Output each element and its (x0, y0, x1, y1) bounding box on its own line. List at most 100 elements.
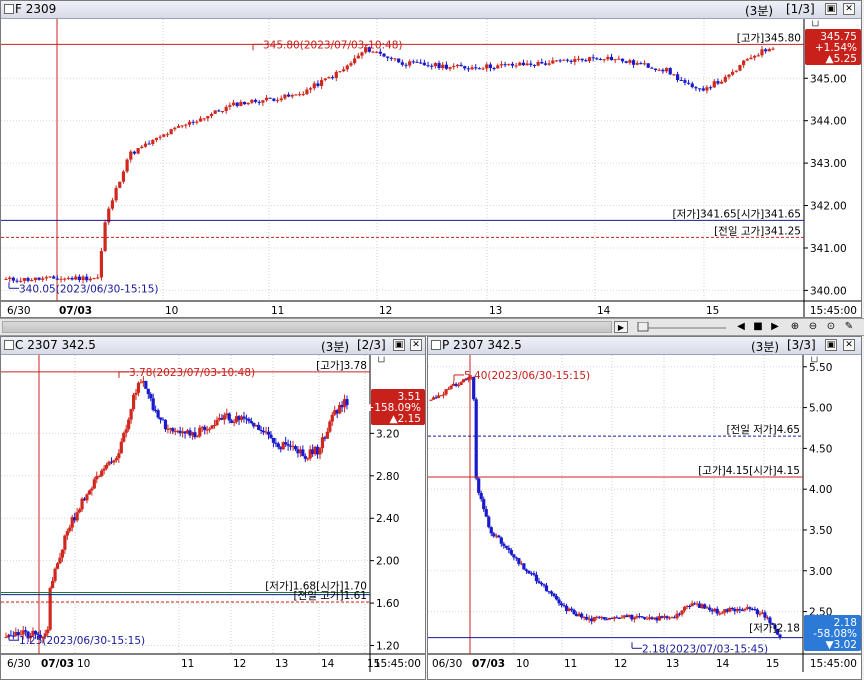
candle-body (44, 277, 48, 279)
candle-body (119, 441, 123, 454)
period-label: (3분) (321, 340, 350, 354)
candle-body (306, 458, 310, 460)
candle-body (97, 476, 101, 478)
candle-body (731, 71, 735, 75)
candle-body (364, 47, 368, 53)
candle-body (576, 58, 581, 60)
scroll-play-icon[interactable]: ▶ (771, 321, 779, 332)
candle-body (551, 60, 555, 64)
candle-body (242, 416, 246, 419)
panel-checkbox[interactable] (431, 340, 441, 350)
panel-checkbox[interactable] (4, 4, 14, 14)
candle-body (477, 68, 482, 70)
candle-body (102, 468, 106, 471)
candle-body (87, 490, 92, 495)
close-icon[interactable]: ✕ (410, 339, 422, 351)
candle-body (100, 470, 104, 477)
candle-body (602, 59, 606, 61)
panel-titlebar[interactable]: F 2309 (3분) [1/3] ▣ ✕ (1, 1, 861, 19)
panel-titlebar[interactable]: P 2307 342.5 (3분) [3/3] ▣ ✕ (428, 337, 861, 355)
candle-body (472, 376, 476, 400)
panel-titlebar[interactable]: C 2307 342.5 (3분) [2/3] ▣ ✕ (1, 337, 425, 355)
zoom-out-icon[interactable]: ⊖ (808, 321, 818, 332)
candle-body (524, 569, 529, 571)
candle-body (335, 410, 339, 414)
high-open-label: [고가]4.15[시가]4.15 (698, 465, 800, 477)
candle-body (627, 614, 631, 618)
candle-body (92, 479, 96, 489)
candle-body (547, 591, 551, 593)
candle-body (43, 633, 47, 637)
current-price: 345.75 (820, 31, 857, 43)
y-tick-label: 4.00 (809, 484, 832, 496)
zoom-slider[interactable] (636, 322, 728, 332)
candle-body (492, 533, 496, 537)
scroll-left-icon[interactable]: ◀ (737, 321, 745, 332)
zoom-reset-icon[interactable]: ⊙ (826, 321, 836, 332)
candle-body (230, 420, 234, 424)
candle-body (188, 430, 192, 436)
candle-body (36, 634, 40, 636)
y-tick-label: 344.00 (810, 116, 847, 128)
put-option-chart-panel[interactable]: P 2307 342.5 (3분) [3/3] ▣ ✕ 06/30 07/03 10… (427, 336, 862, 680)
scroll-right-arrow-icon[interactable]: ▶ (614, 321, 628, 333)
candle-body (565, 59, 570, 61)
candle-body (275, 100, 280, 102)
y-tick-label: 1.20 (376, 641, 399, 653)
horizontal-scrollbar[interactable] (2, 321, 612, 333)
candle-body (168, 428, 172, 430)
low-open-label: [저가]1.68[시가]1.70 (265, 580, 367, 592)
put-candlestick-chart[interactable]: 06/30 07/03 10 11 12 13 14 15 15:45:00 5.50 5.00 4.… (428, 355, 862, 680)
candle-body (382, 53, 386, 57)
candle-body (716, 81, 720, 84)
stop-icon[interactable]: ■ (753, 321, 763, 332)
window-restore-icon[interactable]: ▣ (393, 339, 405, 351)
x-tick-label: 13 (489, 305, 502, 317)
period-label: (3분) (751, 340, 780, 354)
candle-body (745, 59, 749, 61)
candle-body (136, 382, 141, 393)
candle-body (433, 63, 437, 67)
candle-body (529, 63, 533, 65)
candle-body (173, 431, 177, 433)
candle-body (755, 609, 760, 615)
candle-body (562, 605, 566, 607)
candle-body (622, 615, 626, 618)
candle-body (446, 388, 451, 390)
y-tick-label: 341.00 (810, 243, 847, 255)
candle-body (679, 80, 683, 82)
candle-body (345, 399, 349, 406)
futures-candlestick-chart[interactable]: 6/30 07/03 10 11 12 13 14 15 15:45:00 345.00 344.0… (1, 19, 862, 318)
window-restore-icon[interactable]: ▣ (825, 339, 837, 351)
candle-body (683, 80, 687, 83)
candle-body (117, 453, 121, 459)
candle-body (639, 63, 643, 65)
close-icon[interactable]: ✕ (843, 3, 855, 15)
futures-chart-panel[interactable]: F 2309 (3분) [1/3] ▣ ✕ 6/30 07/03 10 11 12 13 1… (0, 0, 862, 318)
candle-body (63, 278, 67, 280)
candle-body (26, 278, 30, 281)
high-marker-label: 5.40(2023/06/30-15:15) (464, 370, 590, 382)
candle-body (464, 379, 468, 381)
x-tick-label: 11 (271, 305, 284, 317)
wrench-icon[interactable]: ✎ (844, 321, 854, 332)
close-icon[interactable]: ✕ (843, 339, 855, 351)
x-tick-label: 10 (516, 658, 529, 670)
current-change-percent: +1.54% (815, 42, 857, 54)
candle-body (9, 635, 13, 637)
candle-body (327, 77, 331, 79)
window-restore-icon[interactable]: ▣ (825, 3, 837, 15)
x-tick-label: 14 (716, 658, 730, 670)
candle-body (114, 187, 118, 201)
candle-body (479, 492, 483, 500)
call-option-chart-panel[interactable]: C 2307 342.5 (3분) [2/3] ▣ ✕ 6/30 07/03 10 1… (0, 336, 426, 680)
candle-body (129, 151, 133, 160)
candle-body (11, 635, 15, 637)
candle-body (338, 404, 342, 414)
panel-checkbox[interactable] (4, 340, 14, 350)
candle-body (208, 428, 212, 430)
current-change-amount: ▲5.25 (826, 53, 857, 65)
zoom-in-icon[interactable]: ⊕ (790, 321, 800, 332)
candle-body (670, 617, 674, 619)
